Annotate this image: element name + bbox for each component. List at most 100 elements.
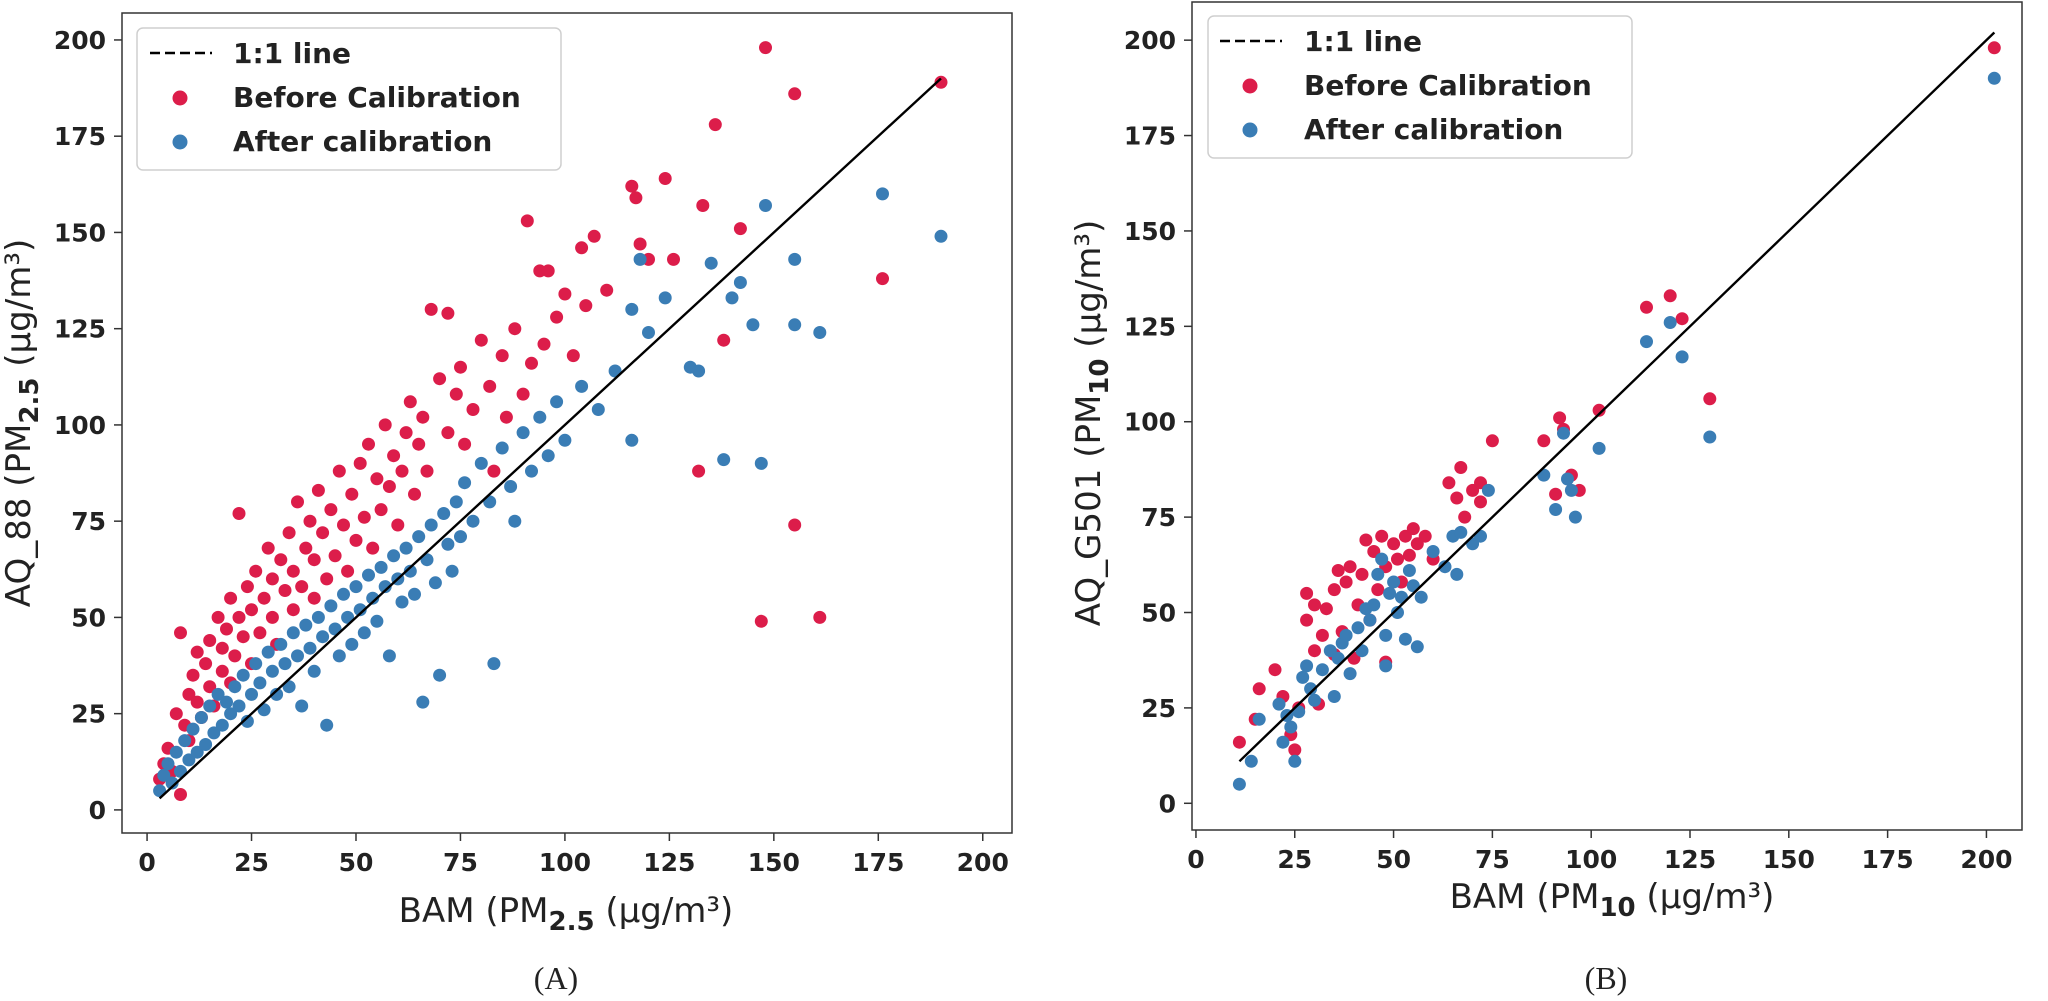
panel-a-after-point — [320, 718, 334, 732]
panel-a-after-point — [157, 768, 171, 782]
panel-a-after-point — [261, 645, 275, 659]
panel-b-after-point — [1304, 682, 1318, 696]
panel-a-before-point — [474, 333, 488, 347]
panel-a-before-point — [303, 514, 317, 528]
panel-a-after-point — [541, 449, 555, 463]
panel-b-y-tick-label: 175 — [1124, 122, 1176, 151]
panel-a-after-point — [278, 657, 292, 671]
panel-a-before-point — [692, 464, 706, 478]
panel-a-before-point — [399, 426, 413, 440]
panel-a-before-point — [203, 680, 217, 694]
panel-b-x-tick-label: 25 — [1277, 845, 1312, 874]
panel-a-before-point — [228, 649, 242, 663]
panel-b-x-tick-label: 150 — [1763, 845, 1815, 874]
panel-a-before-point — [403, 395, 417, 409]
panel-a-before-point — [320, 572, 334, 586]
panel-a-before-point — [265, 572, 279, 586]
panel-a-before-point — [362, 437, 375, 451]
panel-b-before-point — [1402, 548, 1416, 562]
panel-b-after-point — [1426, 545, 1440, 558]
panel-b-before-point — [1391, 552, 1404, 566]
panel-a-ticks: 0 25 50 75 100 125 150 175 200 0 25 50 75 100 125 150 17… — [54, 26, 1009, 877]
panel-a-after-point — [788, 318, 802, 332]
panel-a-caption: (A) — [534, 960, 578, 996]
panel-b-frame — [1191, 1, 2023, 831]
panel-b-after-point — [1561, 472, 1574, 486]
panel-a-before-point — [466, 403, 480, 416]
panel-a-before-point — [349, 533, 363, 547]
panel-a-before-point — [353, 456, 367, 470]
panel-a-x-tick-label: 100 — [539, 848, 591, 877]
panel-a-before-point — [788, 87, 802, 101]
panel-a-after-point — [374, 560, 388, 574]
panel-b-after-point — [1367, 598, 1381, 612]
panel-a-before-point — [215, 664, 229, 678]
panel-b-x-tick-label: 0 — [1187, 845, 1204, 874]
panel-b-after-point — [1549, 503, 1563, 516]
panel-a-before-point — [408, 487, 421, 501]
panel-a-after-point — [424, 518, 438, 532]
panel-b-before-point — [1343, 560, 1357, 574]
panel-a-before-point — [345, 487, 359, 501]
panel-a-after-point — [487, 657, 501, 671]
chart-panel-a: 0 25 50 75 100 125 150 175 200 0 25 50 75 100 125 150 17… — [0, 12, 1013, 996]
panel-a-after-point — [437, 507, 451, 520]
panel-a-points — [153, 41, 948, 801]
panel-a-after-point — [412, 530, 426, 544]
panel-b-before-point — [1987, 41, 2001, 55]
panel-a-before-point — [733, 222, 747, 236]
panel-a-after-point — [182, 753, 196, 767]
panel-a-before-point — [220, 622, 233, 636]
panel-a-y-tick-label: 125 — [54, 315, 106, 344]
panel-a-before-point — [199, 657, 213, 671]
panel-a-after-point — [253, 676, 267, 690]
panel-a-after-point — [525, 464, 538, 478]
panel-a-before-point — [441, 426, 455, 440]
panel-a-before-point — [203, 634, 217, 647]
panel-b-before-point — [1359, 533, 1373, 547]
panel-a-x-tick-label: 125 — [643, 848, 695, 877]
panel-b-ticks: 0 25 50 75 100 125 150 175 200 0 25 50 75 100 125 150 17… — [1124, 26, 2013, 874]
panel-b-after-point — [1640, 335, 1653, 349]
panel-a-before-point — [295, 580, 309, 594]
panel-a-before-point — [366, 541, 380, 555]
panel-a-before-point — [186, 668, 200, 682]
panel-b-one-to-one-line — [1238, 31, 1996, 763]
panel-a-before-point — [341, 564, 355, 578]
panel-a-before-point — [328, 549, 342, 563]
panel-a-after-point — [337, 587, 350, 601]
panel-a-before-point — [190, 645, 204, 659]
panel-a-after-point — [788, 252, 802, 266]
panel-b-y-tick-label: 25 — [1141, 694, 1176, 723]
panel-a-before-point — [245, 603, 258, 617]
panel-a-legend-label-before: Before Calibration — [233, 81, 521, 114]
panel-a-after-point — [236, 668, 250, 682]
panel-b-before-point — [1355, 567, 1369, 581]
panel-b-after-point — [1663, 316, 1677, 329]
panel-a-after-point — [441, 537, 455, 551]
panel-a-after-point — [224, 707, 238, 721]
panel-a-after-point — [265, 664, 279, 678]
panel-a-after-point — [428, 576, 442, 590]
panel-b-after-point — [1387, 575, 1401, 589]
panel-a-before-point — [224, 591, 238, 605]
panel-a-x-tick-label: 50 — [339, 848, 374, 877]
panel-b-after-point — [1379, 659, 1393, 673]
panel-a-after-point — [357, 626, 371, 640]
panel-a-after-point — [458, 476, 472, 490]
panel-a-after-point — [165, 776, 179, 790]
panel-a-after-point — [508, 514, 522, 528]
panel-a-before-point — [387, 449, 401, 463]
panel-a-x-tick-label: 150 — [748, 848, 800, 877]
panel-a-after-point — [228, 680, 242, 694]
panel-a-before-point — [370, 472, 384, 486]
panel-a-x-tick-label: 75 — [443, 848, 478, 877]
panel-b-legend-box — [1207, 15, 1633, 159]
panel-b-x-tick-label: 100 — [1565, 845, 1617, 874]
panel-a-after-point — [408, 587, 421, 601]
panel-a-after-point — [286, 626, 300, 640]
panel-b-before-point — [1375, 529, 1389, 543]
panel-a-before-point — [667, 252, 680, 266]
panel-a-after-point — [633, 252, 647, 266]
panel-b-x-tick-label: 75 — [1475, 845, 1510, 874]
